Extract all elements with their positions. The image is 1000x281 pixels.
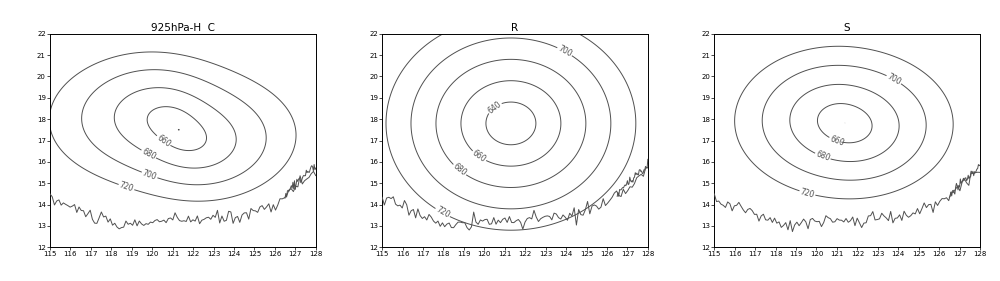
Text: 720: 720 (118, 181, 135, 194)
Text: 660: 660 (829, 134, 845, 148)
Text: 700: 700 (556, 44, 573, 59)
Title: 925hPa-H  C: 925hPa-H C (151, 23, 215, 33)
Text: 660: 660 (155, 133, 172, 149)
Text: 720: 720 (434, 205, 451, 220)
Text: 680: 680 (814, 150, 831, 163)
Text: 680: 680 (451, 162, 468, 178)
Title: R: R (511, 23, 519, 33)
Text: 640: 640 (486, 99, 503, 115)
Text: 700: 700 (885, 72, 903, 87)
Title: S: S (844, 23, 850, 33)
Text: 700: 700 (141, 168, 158, 182)
Text: 660: 660 (470, 148, 488, 164)
Text: 680: 680 (140, 147, 157, 162)
Text: 720: 720 (799, 187, 816, 200)
